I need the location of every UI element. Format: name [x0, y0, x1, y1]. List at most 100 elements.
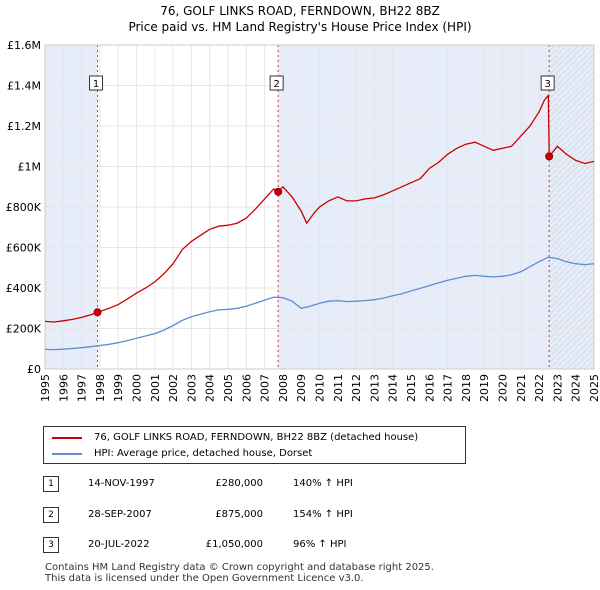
hatch-line [548, 44, 556, 52]
hatch-line [548, 251, 595, 298]
sale-hpi: 154% ↑ HPI [293, 509, 353, 520]
hatch-line [548, 227, 595, 274]
hatch-line [548, 269, 595, 316]
sale-label-box [540, 75, 555, 91]
hatch-line [548, 191, 595, 238]
y-tick-label: £0 [27, 363, 41, 376]
hatch-line [548, 131, 595, 178]
sale-price: £875,000 [215, 509, 263, 520]
x-tick-label: 2018 [460, 374, 473, 402]
x-tick-label: 2015 [405, 374, 418, 402]
hatch-line [548, 107, 595, 154]
hatch-line [578, 353, 595, 370]
hatch-line [548, 119, 595, 166]
hatch-line [548, 173, 595, 220]
hatch-line [572, 347, 595, 370]
footer-license: This data is licensed under the Open Gov… [45, 573, 364, 584]
x-tick-label: 1998 [94, 374, 107, 402]
x-tick-label: 1996 [57, 374, 70, 402]
footer-copyright: Contains HM Land Registry data © Crown c… [45, 562, 434, 573]
sale-point [545, 152, 554, 161]
sale-label: 3 [544, 79, 550, 90]
sale-label-box [89, 75, 104, 91]
sale-point [93, 308, 102, 317]
hatch-line [560, 335, 595, 370]
hatch-line [548, 263, 595, 310]
sale-label-box [269, 75, 284, 91]
hatch-line [554, 329, 595, 370]
x-tick-label: 2017 [442, 374, 455, 402]
x-tick-label: 1999 [112, 374, 125, 402]
x-tick-label: 2011 [332, 374, 345, 402]
hatch-line [548, 44, 586, 82]
chart-title-block: 76, GOLF LINKS ROAD, FERNDOWN, BH22 8BZ … [0, 3, 600, 35]
x-tick-label: 2024 [570, 374, 583, 402]
sale-date: 28-SEP-2007 [88, 509, 152, 520]
hatch-line [548, 59, 595, 106]
hatch-line [548, 233, 595, 280]
sale-price: £1,050,000 [205, 539, 263, 550]
hatch-line [548, 215, 595, 262]
hatch-line [548, 83, 595, 130]
x-tick-label: 2008 [277, 374, 290, 402]
hatch-line [584, 359, 595, 370]
y-tick-label: £1.4M [7, 80, 41, 93]
sale-row: 1 14-NOV-1997 £280,000 140% ↑ HPI [43, 476, 463, 492]
hatch-line [548, 257, 595, 304]
y-tick-label: £200K [6, 323, 42, 336]
sale-number: 2 [43, 507, 59, 523]
sale-number: 1 [43, 476, 59, 492]
x-tick-label: 2025 [588, 374, 600, 402]
chart: £0 £200K £400K £600K £800K £1M £1.2M £1.4M £1.6M… [6, 39, 600, 402]
plot-frame [44, 44, 595, 370]
hatch-line [548, 149, 595, 196]
hatch-line [548, 125, 595, 172]
x-tick-label: 2004 [204, 374, 217, 402]
x-tick-label: 2000 [131, 374, 144, 402]
hatch-line [548, 221, 595, 268]
hatch-line [548, 179, 595, 226]
legend-item-hpi: HPI: Average price, detached house, Dors… [52, 448, 312, 459]
sale-row: 3 20-JUL-2022 £1,050,000 96% ↑ HPI [43, 537, 463, 553]
sale-hpi: 96% ↑ HPI [293, 539, 347, 550]
hatch-line [548, 287, 595, 334]
x-tick-label: 2001 [149, 374, 162, 402]
x-tick-label: 2013 [368, 374, 381, 402]
hatch-line [548, 245, 595, 292]
x-tick-label: 2012 [350, 374, 363, 402]
hatch-line [548, 53, 595, 100]
chart-subtitle: Price paid vs. HM Land Registry's House … [128, 20, 472, 34]
sale-label: 2 [273, 79, 279, 90]
x-tick-label: 1997 [76, 374, 89, 402]
sale-number: 3 [43, 537, 59, 553]
legend-label-hpi: HPI: Average price, detached house, Dors… [94, 448, 313, 459]
hpi-line [44, 256, 595, 351]
hatch-line [548, 299, 595, 346]
hatch-line [548, 311, 595, 358]
legend-label-property: 76, GOLF LINKS ROAD, FERNDOWN, BH22 8BZ … [94, 432, 419, 443]
y-tick-label: £400K [6, 282, 42, 295]
hatch-line [548, 65, 595, 112]
hatch-line [548, 44, 562, 58]
y-tick-label: £600K [6, 242, 42, 255]
hatch-line [548, 89, 595, 136]
hatch-line [548, 197, 595, 244]
sale-point [274, 187, 283, 196]
hatch-line [566, 341, 595, 370]
hatch-line [548, 44, 580, 76]
hatch-line [548, 185, 595, 232]
sale-date: 20-JUL-2022 [88, 539, 150, 550]
x-tick-label: 2007 [259, 374, 272, 402]
x-tick-label: 2002 [167, 374, 180, 402]
hatch-line [548, 161, 595, 208]
sale-hpi: 140% ↑ HPI [293, 478, 353, 489]
y-tick-label: £800K [6, 201, 42, 214]
legend-swatch-property [52, 436, 82, 439]
x-tick-label: 2016 [423, 374, 436, 402]
hatch-line [548, 323, 595, 370]
legend-item-property: 76, GOLF LINKS ROAD, FERNDOWN, BH22 8BZ … [52, 432, 418, 443]
sale-date: 14-NOV-1997 [88, 478, 155, 489]
x-tick-label: 2023 [551, 374, 564, 402]
y-tick-label: £1.6M [7, 39, 41, 52]
legend: 76, GOLF LINKS ROAD, FERNDOWN, BH22 8BZ … [43, 426, 466, 464]
